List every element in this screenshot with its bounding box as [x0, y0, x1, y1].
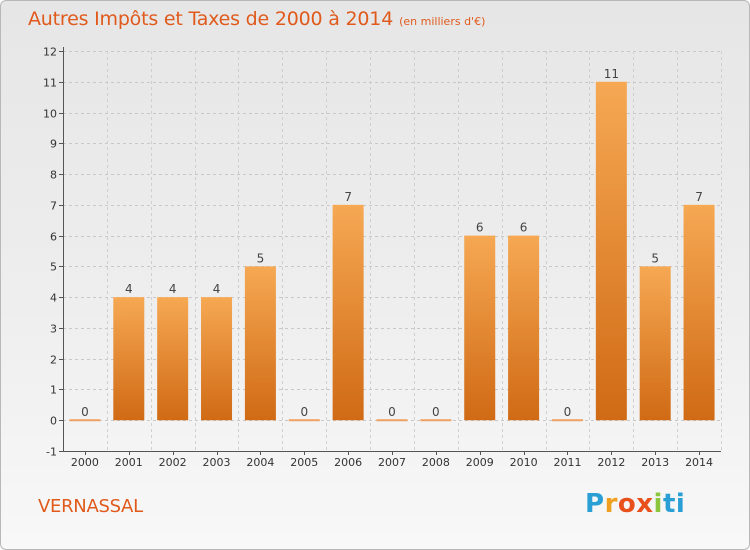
x-tick-label: 2010 — [510, 456, 538, 469]
x-tick-label: 2002 — [159, 456, 187, 469]
bar-2008 — [420, 419, 452, 422]
bar-2007 — [376, 419, 408, 422]
bar-2000 — [69, 419, 101, 422]
bar-2009 — [464, 235, 496, 421]
x-tick-label: 2000 — [71, 456, 99, 469]
bar-2014 — [683, 204, 715, 421]
x-tick-label: 2007 — [378, 456, 406, 469]
y-tick-label: 5 — [50, 261, 57, 274]
value-label: 0 — [300, 405, 308, 419]
x-tick-label: 2014 — [685, 456, 713, 469]
y-tick-label: 6 — [50, 231, 57, 244]
commune-name: VERNASSAL — [38, 496, 143, 517]
x-tick-label: 2013 — [641, 456, 669, 469]
x-tick-label: 2006 — [334, 456, 362, 469]
x-tick-label: 2012 — [597, 456, 625, 469]
y-tick-label: 12 — [43, 46, 57, 59]
bar-2010 — [508, 235, 540, 421]
value-label: 0 — [81, 405, 89, 419]
brand-logo-letter: P — [585, 489, 605, 519]
bar-2002 — [157, 297, 189, 421]
brand-logo-letter: o — [617, 489, 637, 519]
bar-2013 — [639, 266, 671, 421]
y-tick-label: 9 — [50, 138, 57, 151]
bars — [69, 81, 715, 422]
y-tick-label: 11 — [43, 77, 57, 90]
brand-logo: Proxiti — [585, 489, 685, 519]
brand-logo-letter: i — [675, 489, 686, 519]
brand-logo-letter: x — [636, 489, 654, 519]
bar-2005 — [288, 419, 320, 422]
bar-2004 — [244, 266, 276, 421]
chart-title-main: Autres Impôts et Taxes de 2000 à 2014 — [28, 8, 394, 30]
value-label: 4 — [169, 282, 177, 296]
x-tick-label: 2003 — [203, 456, 231, 469]
value-label: 0 — [564, 405, 572, 419]
brand-logo-letter: t — [662, 489, 676, 519]
value-label: 7 — [695, 190, 703, 204]
axes — [59, 47, 721, 455]
y-tick-label: 7 — [50, 200, 57, 213]
x-tick-label: 2004 — [246, 456, 274, 469]
value-label: 6 — [476, 221, 484, 235]
chart-title: Autres Impôts et Taxes de 2000 à 2014 (en… — [28, 8, 485, 30]
value-label: 0 — [432, 405, 440, 419]
value-label: 7 — [344, 190, 352, 204]
y-tick-label: 3 — [50, 323, 57, 336]
y-tick-label: 4 — [50, 292, 57, 305]
brand-logo-letter: i — [653, 489, 663, 519]
bar-2006 — [332, 204, 364, 421]
value-label: 5 — [651, 251, 659, 265]
labels: -101234567891011120200042001420024200352… — [43, 46, 713, 470]
bar-2011 — [551, 419, 583, 422]
value-label: 5 — [257, 251, 265, 265]
y-tick-label: 1 — [50, 384, 57, 397]
bar-2001 — [113, 297, 145, 421]
x-tick-label: 2005 — [290, 456, 318, 469]
brand-logo-letter: r — [604, 489, 618, 519]
x-tick-label: 2008 — [422, 456, 450, 469]
y-tick-label: 0 — [50, 415, 57, 428]
x-tick-label: 2001 — [115, 456, 143, 469]
value-label: 11 — [604, 67, 619, 81]
bar-2012 — [595, 81, 627, 421]
x-tick-label: 2011 — [553, 456, 581, 469]
y-tick-label: -1 — [46, 446, 57, 459]
bar-2003 — [201, 297, 233, 421]
value-label: 0 — [388, 405, 396, 419]
x-tick-label: 2009 — [466, 456, 494, 469]
chart-title-unit: (en milliers d'€) — [399, 15, 486, 28]
value-label: 4 — [213, 282, 221, 296]
y-tick-label: 2 — [50, 354, 57, 367]
y-tick-label: 8 — [50, 169, 57, 182]
value-label: 4 — [125, 282, 133, 296]
value-label: 6 — [520, 221, 528, 235]
y-tick-label: 10 — [43, 108, 57, 121]
